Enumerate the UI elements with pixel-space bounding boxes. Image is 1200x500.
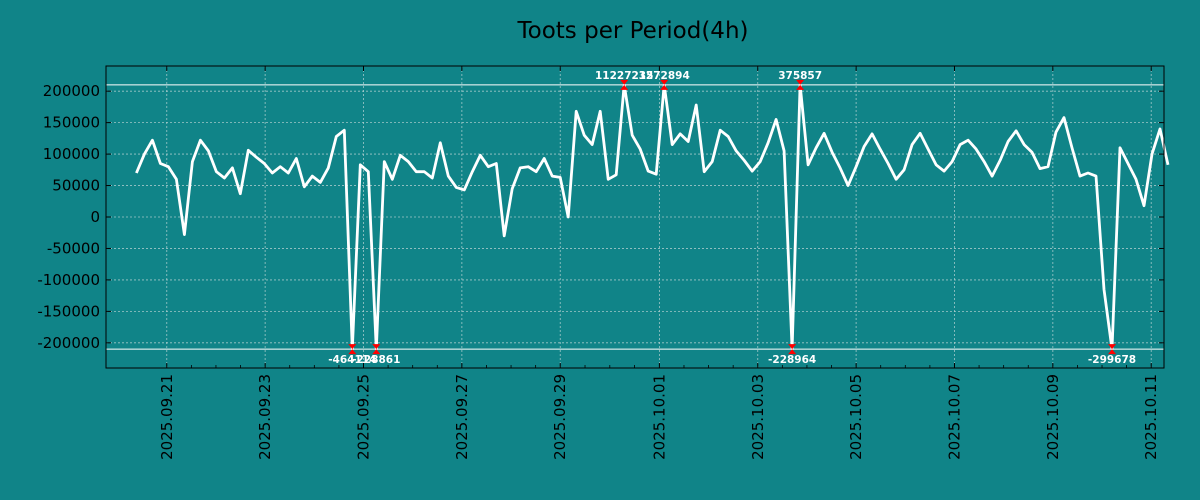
x-tick-label: 2025.10.11: [1142, 374, 1160, 460]
y-tick-label: -200000: [37, 334, 100, 352]
peak-point: -299678: [1088, 344, 1136, 366]
peak-point: -464114: [328, 344, 376, 366]
peak-marker-top: [620, 79, 629, 85]
y-tick-label: 150000: [43, 114, 100, 132]
x-tick-label: 2025.09.29: [551, 374, 569, 460]
peak-marker-bottom: [372, 349, 381, 355]
peak-label: -228861: [352, 354, 400, 366]
peak-marker-bottom: [620, 84, 629, 90]
y-tick-label: 50000: [52, 177, 100, 195]
peak-marker-bottom: [660, 84, 669, 90]
peak-marker-bottom: [788, 349, 797, 355]
x-tick-label: 2025.09.23: [256, 374, 274, 460]
y-tick-label: 200000: [43, 82, 100, 100]
peak-point: -228861: [352, 344, 400, 366]
peak-point: 1272894: [639, 70, 690, 90]
chart-title: Toots per Period(4h): [517, 18, 749, 44]
peak-marker-top: [1108, 344, 1117, 350]
x-tick-label: 2025.10.05: [847, 374, 865, 460]
peak-label: -464114: [328, 354, 376, 366]
peak-label: -299678: [1088, 354, 1136, 366]
x-tick-label: 2025.10.07: [945, 374, 963, 460]
peak-point: -228964: [768, 344, 816, 366]
axes: 200000 150000 100000 50000 0 -50000 -100000 -15…: [37, 65, 1165, 460]
peak-label: 1272894: [639, 70, 690, 82]
peak-marker-bottom: [1108, 349, 1117, 355]
peak-marker-top: [348, 344, 357, 350]
y-tick-label: -50000: [47, 239, 100, 257]
clip-band: [106, 84, 1164, 350]
peak-point: 375857: [778, 70, 822, 90]
x-tick-label: 2025.10.09: [1044, 374, 1062, 460]
peak-marker-top: [788, 344, 797, 350]
x-tick-label: 2025.09.25: [355, 374, 373, 460]
x-tick-label: 2025.09.21: [158, 374, 176, 460]
peak-label: 375857: [778, 70, 822, 82]
grid: [106, 66, 1164, 368]
peak-label: -228964: [768, 354, 816, 366]
peak-marker-top: [660, 79, 669, 85]
series-line: [135, 83, 1170, 351]
peak-marker-bottom: [796, 84, 805, 90]
x-tick-label: 2025.10.03: [749, 374, 767, 460]
x-tick-label: 2025.09.27: [453, 374, 471, 460]
peak-marker-top: [372, 344, 381, 350]
x-tick-label: 2025.10.01: [650, 374, 668, 460]
peak-marker-top: [796, 79, 805, 85]
plot-frame: [105, 65, 1165, 369]
series-layer: [135, 83, 1170, 351]
y-tick-label: 100000: [43, 145, 100, 163]
y-tick-label: 0: [90, 208, 100, 226]
peak-point: 11227235: [595, 70, 653, 90]
peak-marker-bottom: [348, 349, 357, 355]
y-tick-label: -100000: [37, 271, 100, 289]
y-tick-label: -150000: [37, 302, 100, 320]
peak-label: 11227235: [595, 70, 653, 82]
